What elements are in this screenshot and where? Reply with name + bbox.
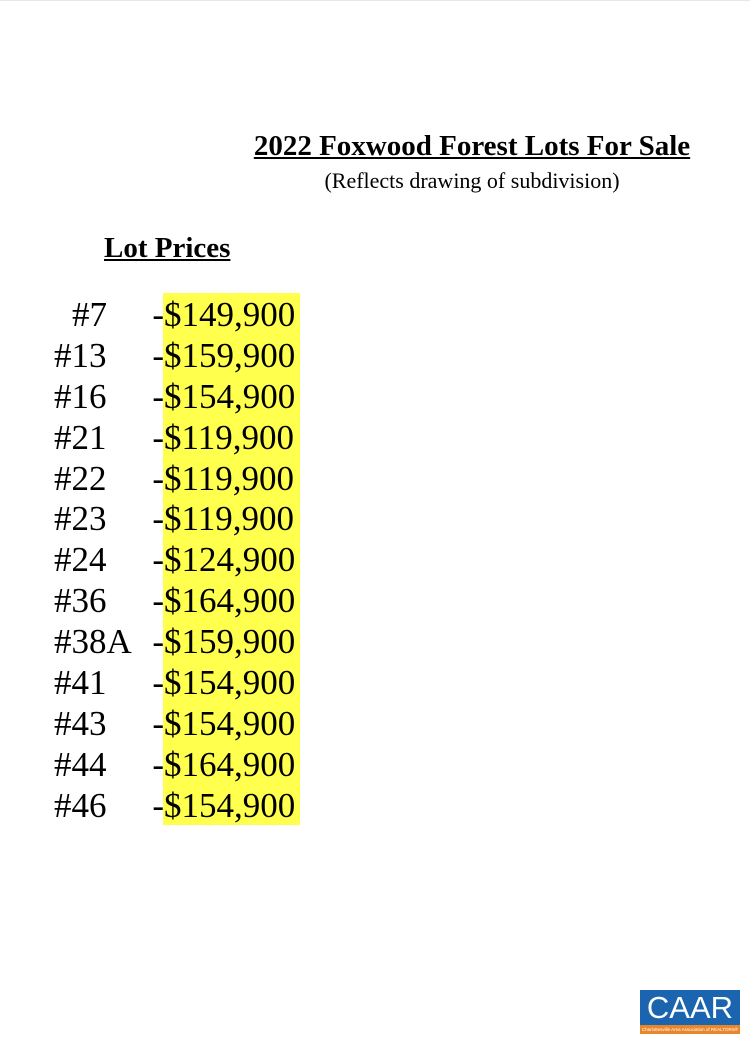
caar-logo: CAAR Charlottesville Area Association of… bbox=[640, 990, 740, 1034]
lot-number: #13 bbox=[54, 335, 107, 375]
lot-price: $154,900 bbox=[164, 785, 296, 825]
lot-price: $154,900 bbox=[164, 663, 296, 703]
document-title: 2022 Foxwood Forest Lots For Sale bbox=[253, 130, 691, 162]
lot-price: $159,900 bbox=[164, 335, 296, 375]
separator: - bbox=[152, 417, 164, 457]
separator: - bbox=[152, 744, 164, 784]
separator: - bbox=[152, 622, 164, 662]
price-highlight bbox=[163, 293, 300, 825]
lot-price: $149,900 bbox=[164, 295, 296, 334]
section-heading: Lot Prices bbox=[104, 232, 231, 264]
lot-number: #41 bbox=[54, 663, 107, 703]
separator: - bbox=[152, 581, 164, 621]
separator: - bbox=[152, 335, 164, 375]
lot-price: $124,900 bbox=[164, 540, 296, 580]
lot-number: #44 bbox=[54, 744, 107, 784]
lot-price: $154,900 bbox=[164, 703, 296, 743]
separator: - bbox=[152, 703, 164, 743]
lot-number: #16 bbox=[54, 376, 107, 416]
lot-number: #43 bbox=[54, 703, 107, 743]
lot-price: $164,900 bbox=[164, 744, 296, 784]
lot-number: #22 bbox=[54, 458, 107, 498]
separator: - bbox=[152, 499, 164, 539]
lot-price: $119,900 bbox=[164, 458, 294, 498]
page-border bbox=[0, 0, 750, 1]
separator: - bbox=[152, 295, 164, 334]
logo-tagline: Charlottesville Area Association of REAL… bbox=[640, 1025, 740, 1034]
lot-price: $154,900 bbox=[164, 376, 296, 416]
separator: - bbox=[152, 376, 164, 416]
lot-number: #36 bbox=[54, 581, 107, 621]
lot-number: #24 bbox=[54, 540, 107, 580]
lot-price: $164,900 bbox=[164, 581, 296, 621]
lot-number: #46 bbox=[54, 785, 107, 825]
separator: - bbox=[152, 785, 164, 825]
lot-price: $119,900 bbox=[164, 417, 294, 457]
lot-number: #21 bbox=[54, 417, 107, 457]
lot-price: $159,900 bbox=[164, 622, 296, 662]
lot-number: #7 bbox=[72, 295, 107, 334]
lot-number: #23 bbox=[54, 499, 107, 539]
lot-number: #38A bbox=[54, 622, 132, 662]
document-subtitle: (Reflects drawing of subdivision) bbox=[324, 168, 620, 193]
logo-text: CAAR bbox=[646, 990, 734, 1025]
separator: - bbox=[152, 663, 164, 703]
separator: - bbox=[152, 540, 164, 580]
separator: - bbox=[152, 458, 164, 498]
lot-price: $119,900 bbox=[164, 499, 294, 539]
